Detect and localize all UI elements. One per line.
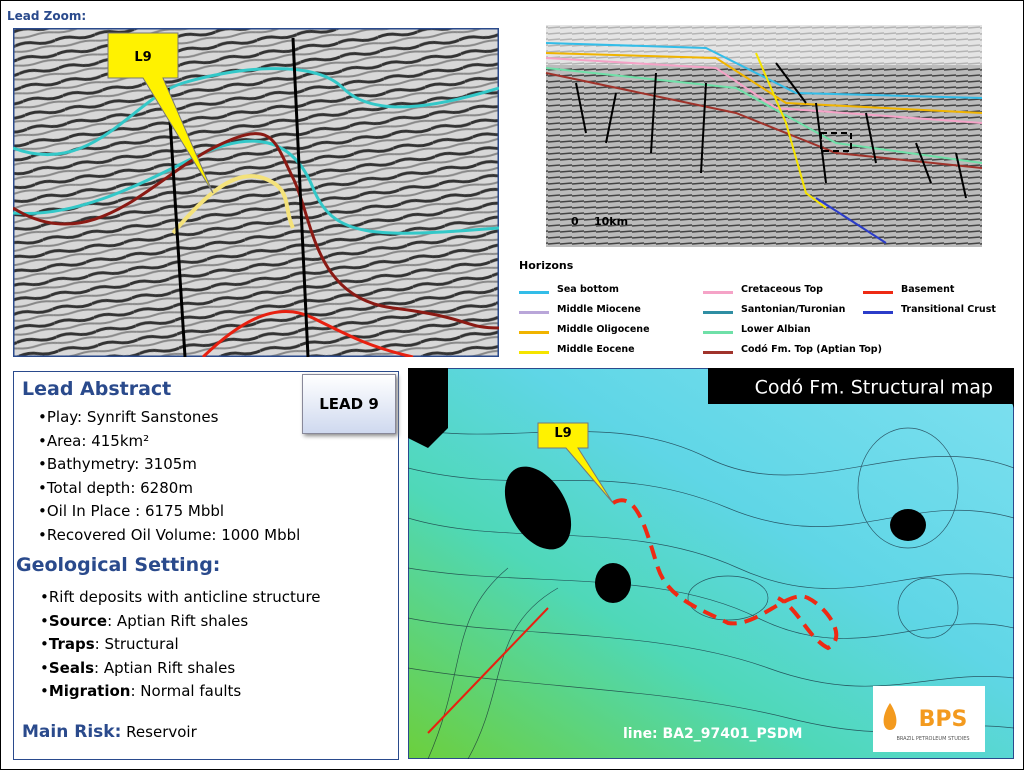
legend-swatch xyxy=(703,291,733,294)
abstract-list: Play: Synrift SanstonesArea: 415km²Bathy… xyxy=(38,406,300,547)
abstract-item: Play: Synrift Sanstones xyxy=(38,406,300,430)
legend-label: Lower Albian xyxy=(741,324,811,335)
geo-item: Traps: Structural xyxy=(40,633,321,657)
map-lead-label: L9 xyxy=(554,426,571,441)
legend-swatch xyxy=(703,331,733,334)
geo-item: Seals: Aptian Rift shales xyxy=(40,657,321,681)
geo-text: : Aptian Rift shales xyxy=(107,611,249,630)
geo-item: Migration: Normal faults xyxy=(40,680,321,704)
geo-label: Seals xyxy=(48,658,95,677)
lead-label: L9 xyxy=(134,50,151,65)
main-risk: Main Risk: Reservoir xyxy=(22,722,197,742)
legend-swatch xyxy=(703,311,733,314)
logo-name: BPS xyxy=(919,707,968,732)
abstract-box: Lead Abstract LEAD 9 Play: Synrift Sanst… xyxy=(13,371,399,760)
abstract-title: Lead Abstract xyxy=(22,378,172,400)
legend-label: Basement xyxy=(901,284,955,295)
legend-swatch xyxy=(863,311,893,314)
abstract-item: Oil In Place : 6175 Mbbl xyxy=(38,500,300,524)
risk-label: Main Risk: xyxy=(22,722,122,742)
legend-swatch xyxy=(703,351,733,354)
abstract-item: Bathymetry: 3105m xyxy=(38,453,300,477)
geo-text: : Aptian Rift shales xyxy=(94,658,236,677)
logo-subtitle: BRAZIL PETROLEUM STUDIES xyxy=(896,736,969,742)
horizons-title: Horizons xyxy=(519,259,574,272)
geo-text: Rift deposits with anticline structure xyxy=(48,588,321,606)
geo-title: Geological Setting: xyxy=(16,554,221,576)
legend-label: Santonian/Turonian xyxy=(741,304,846,315)
lead-badge: LEAD 9 xyxy=(302,374,396,434)
structural-map: L9 Codó Fm. Structural map line: BA2_974… xyxy=(408,368,1014,759)
geo-text: : Structural xyxy=(94,635,179,653)
legend-label: Sea bottom xyxy=(557,284,619,295)
legend-swatch xyxy=(863,291,893,294)
legend-swatch xyxy=(519,291,549,294)
legend-label: Cretaceous Top xyxy=(741,284,823,295)
legend-swatch xyxy=(519,311,549,314)
geo-text: : Normal faults xyxy=(130,682,242,700)
scale-start: 0 xyxy=(571,215,579,228)
legend-label: Middle Oligocene xyxy=(557,324,650,335)
geo-label: Source xyxy=(48,611,108,630)
legend-label: Middle Miocene xyxy=(557,304,641,315)
risk-text: Reservoir xyxy=(126,723,197,741)
scale-end: 10km xyxy=(594,215,628,228)
line-label: line: BA2_97401_PSDM xyxy=(623,726,802,742)
geo-label: Migration xyxy=(48,682,131,700)
legend-label: Codó Fm. Top (Aptian Top) xyxy=(741,344,882,355)
map-title: Codó Fm. Structural map xyxy=(755,377,993,399)
abstract-item: Total depth: 6280m xyxy=(38,477,300,501)
abstract-item: Recovered Oil Volume: 1000 Mbbl xyxy=(38,524,300,548)
abstract-item: Area: 415km² xyxy=(38,430,300,454)
seismic-zoom: L9 xyxy=(13,28,499,357)
geo-item: Rift deposits with anticline structure xyxy=(40,586,321,610)
geo-label: Traps xyxy=(48,635,95,653)
legend-swatch xyxy=(519,351,549,354)
geo-list: Rift deposits with anticline structure So… xyxy=(40,586,321,704)
seismic-section: 0 10km xyxy=(545,25,982,247)
legend-label: Transitional Crust xyxy=(901,304,996,315)
zoom-title: Lead Zoom: xyxy=(7,9,87,23)
legend-label: Middle Eocene xyxy=(557,344,635,355)
geo-item: Source: Aptian Rift shales xyxy=(40,610,321,634)
legend-swatch xyxy=(519,331,549,334)
